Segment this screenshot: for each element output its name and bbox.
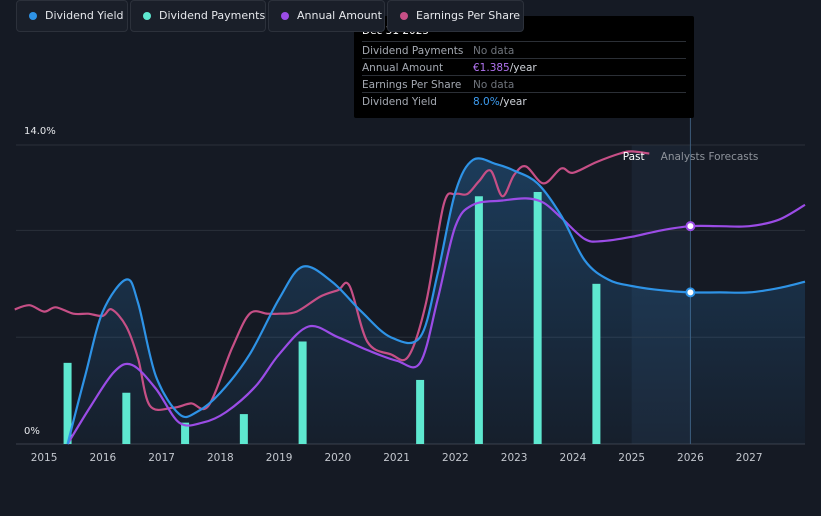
dividend-payment-bar <box>63 362 72 444</box>
tooltip-value-suffix: /year <box>499 96 527 108</box>
dividend-payment-bar <box>181 422 190 444</box>
tooltip-value-text: No data <box>473 45 515 57</box>
tooltip-value: No data <box>473 45 514 57</box>
forecast-label: Analysts Forecasts <box>661 151 759 163</box>
tooltip-row-dividend-payments: Dividend Payments No data <box>362 41 686 59</box>
tooltip-value: No data <box>473 79 514 91</box>
chart-canvas: 2015 2016 2017 2018 2019 2020 2021 2022 2023 2024… <box>14 118 806 464</box>
tooltip-value-text: No data <box>473 79 515 91</box>
legend-dot-icon <box>29 12 37 20</box>
dividend-yield-line <box>66 157 806 445</box>
legend-dot-icon <box>281 12 289 20</box>
x-tick-label: 2025 <box>618 452 645 464</box>
dividend-yield-marker <box>685 287 696 298</box>
tooltip-value-suffix: /year <box>509 62 537 74</box>
legend-dot-icon <box>400 12 408 20</box>
legend-dividend-yield[interactable]: Dividend Yield <box>16 0 128 32</box>
x-tick-label: 2027 <box>736 452 763 464</box>
dividend-payment-bar <box>239 414 248 444</box>
x-tick-label: 2017 <box>148 452 175 464</box>
x-tick-label: 2020 <box>324 452 351 464</box>
legend-earnings-per-share[interactable]: Earnings Per Share <box>387 0 524 32</box>
dividend-payment-bar <box>298 341 307 444</box>
legend-label: Dividend Payments <box>159 9 266 22</box>
legend-label: Annual Amount <box>297 9 382 22</box>
tooltip-label: Dividend Yield <box>362 96 437 108</box>
x-tick-label: 2019 <box>266 452 293 464</box>
legend-annual-amount[interactable]: Annual Amount <box>268 0 385 32</box>
tooltip-label: Dividend Payments <box>362 45 464 57</box>
tooltip-row-annual-amount: Annual Amount €1.385/year <box>362 58 686 76</box>
dividend-payment-bar <box>474 196 483 444</box>
x-tick-label: 2018 <box>207 452 234 464</box>
past-label: Past <box>623 151 645 163</box>
x-tick-label: 2026 <box>677 452 704 464</box>
legend-label: Earnings Per Share <box>416 9 521 22</box>
tooltip-value-text: €1.385 <box>473 62 510 74</box>
x-tick-label: 2021 <box>383 452 410 464</box>
tooltip-value: 8.0%/year <box>473 96 527 108</box>
y-tick-label-bottom: 0% <box>24 426 40 437</box>
tooltip-row-dividend-yield: Dividend Yield 8.0%/year <box>362 92 686 110</box>
tooltip-row-earnings-per-share: Earnings Per Share No data <box>362 75 686 93</box>
dividend-payment-bar <box>122 392 131 444</box>
dividend-payment-bar <box>533 191 542 444</box>
earnings-per-share-line <box>14 150 650 412</box>
tooltip-label: Annual Amount <box>362 62 444 74</box>
tooltip-label: Earnings Per Share <box>362 79 462 91</box>
annual-amount-marker <box>685 221 696 232</box>
annual-amount-line <box>66 197 806 445</box>
y-tick-label-top: 14.0% <box>24 126 56 137</box>
legend-dividend-payments[interactable]: Dividend Payments <box>130 0 266 32</box>
tooltip-value: €1.385/year <box>473 62 537 74</box>
dividend-payment-bar <box>592 283 601 444</box>
tooltip-value-text: 8.0% <box>473 96 500 108</box>
x-tick-label: 2024 <box>560 452 587 464</box>
dividend-payments-bars <box>63 191 601 444</box>
x-tick-label: 2022 <box>442 452 469 464</box>
x-tick-label: 2015 <box>31 452 58 464</box>
x-tick-label: 2023 <box>501 452 528 464</box>
legend-label: Dividend Yield <box>45 9 124 22</box>
dividend-payment-bar <box>416 379 425 444</box>
x-tick-label: 2016 <box>89 452 116 464</box>
series-lines <box>14 150 806 445</box>
legend-dot-icon <box>143 12 151 20</box>
x-axis-ticks: 2015 2016 2017 2018 2019 2020 2021 2022 2023 2024… <box>31 452 763 464</box>
tooltip: Dec 31 2025 Dividend Payments No data An… <box>354 16 694 118</box>
tooltip-markers <box>685 221 696 298</box>
